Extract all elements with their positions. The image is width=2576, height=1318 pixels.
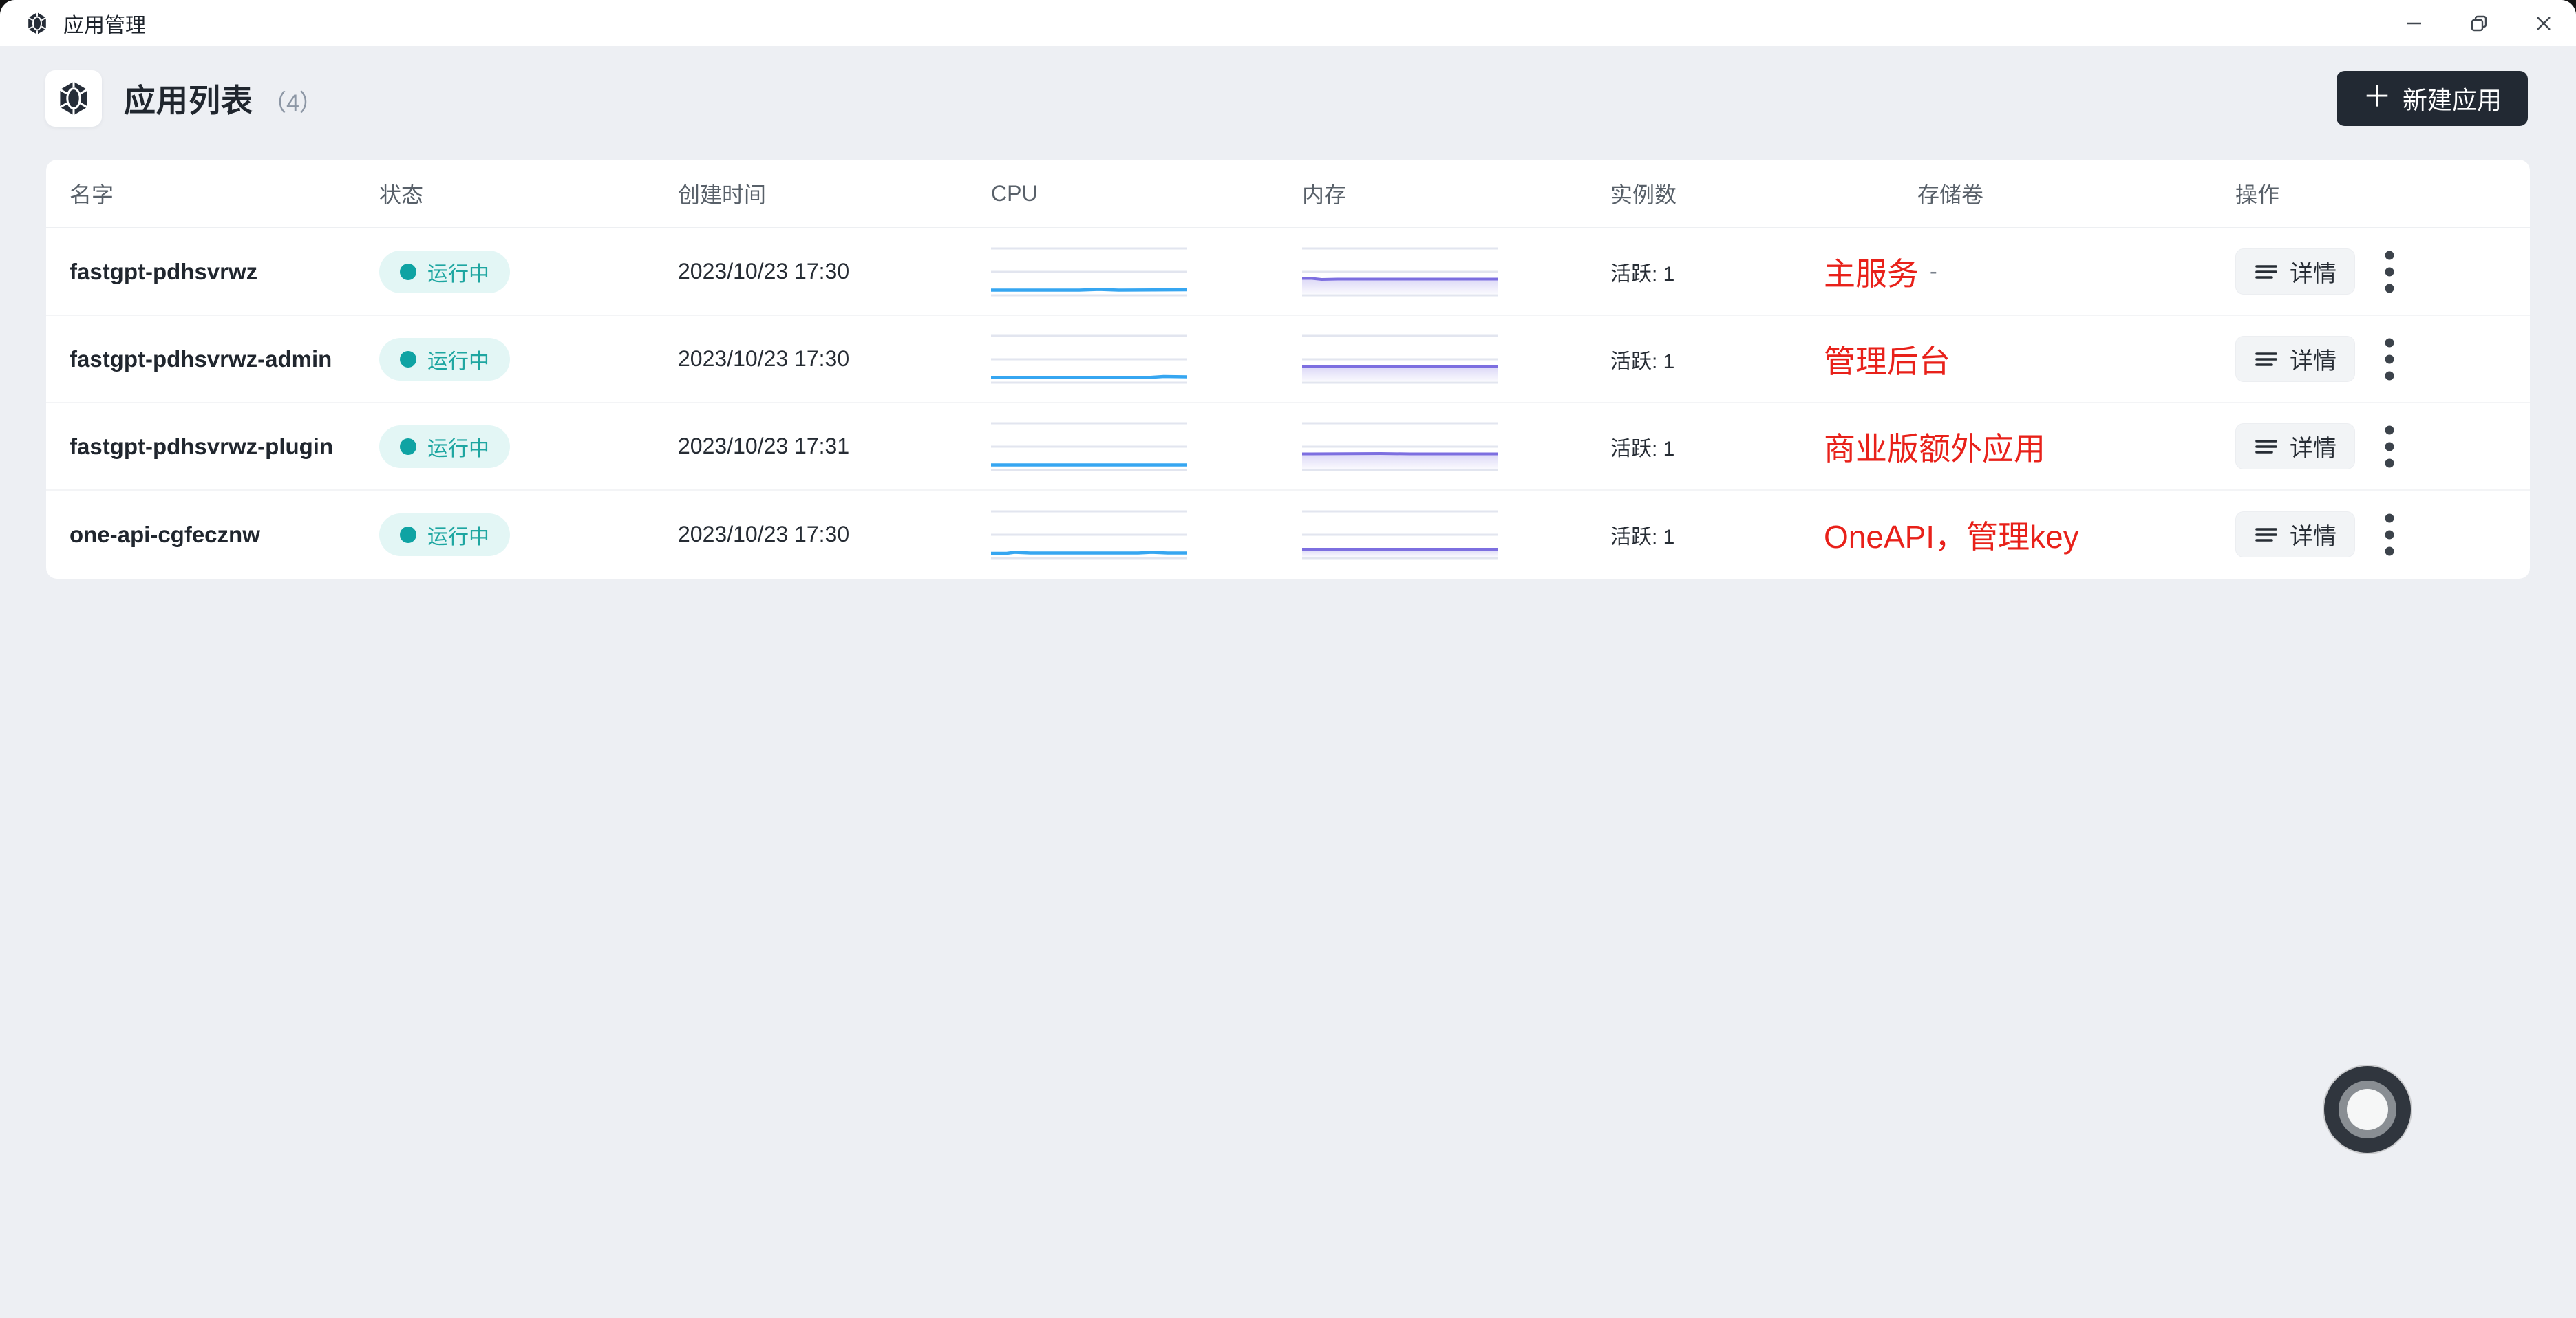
cursor-highlight-ring [2323, 1065, 2412, 1154]
created-time: 2023/10/23 17:30 [678, 522, 991, 547]
more-options-button[interactable] [2374, 244, 2405, 299]
table-row[interactable]: fastgpt-pdhsvrwz-admin 运行中 2023/10/23 17… [46, 316, 2530, 403]
status-label: 运行中 [427, 257, 489, 287]
window-title: 应用管理 [63, 8, 146, 39]
column-header-name: 名字 [70, 178, 379, 209]
app-list-icon [45, 70, 102, 127]
memory-sparkline [1302, 510, 1498, 560]
status-label: 运行中 [427, 520, 489, 550]
column-header-cpu: CPU [991, 181, 1302, 206]
red-annotation: 管理后台 [1824, 337, 1950, 382]
red-annotation: 主服务 [1824, 249, 1919, 295]
column-header-created: 创建时间 [678, 178, 991, 209]
cpu-sparkline [991, 510, 1187, 560]
app-count: （4） [263, 80, 323, 118]
status-dot-icon [400, 351, 416, 368]
actions-cell: 详情 [2235, 332, 2530, 387]
app-table: 名字 状态 创建时间 CPU 内存 实例数 存储卷 操作 fastgpt-pdh… [46, 160, 2530, 579]
cpu-sparkline [991, 422, 1187, 471]
created-time: 2023/10/23 17:31 [678, 434, 991, 459]
created-time: 2023/10/23 17:30 [678, 259, 991, 284]
status-badge: 运行中 [379, 251, 510, 293]
minimize-button[interactable] [2382, 0, 2447, 46]
window-controls [2382, 0, 2576, 46]
red-annotation: 商业版额外应用 [1824, 424, 2045, 469]
red-annotation: OneAPI，管理key [1824, 512, 2079, 557]
status-badge: 运行中 [379, 513, 510, 556]
column-header-memory: 内存 [1302, 178, 1610, 209]
app-logo-icon [26, 12, 48, 35]
table-row[interactable]: fastgpt-pdhsvrwz 运行中 2023/10/23 17:30 活跃… [46, 228, 2530, 316]
kebab-menu-icon [2384, 337, 2395, 382]
kebab-menu-icon [2384, 249, 2395, 295]
list-lines-icon [2254, 259, 2279, 284]
actions-cell: 详情 [2235, 507, 2530, 562]
column-header-actions: 操作 [2235, 178, 2530, 209]
page-title: 应用列表 [124, 76, 253, 121]
storage-volume-cell: 管理后台 [1917, 337, 2235, 382]
kebab-menu-icon [2384, 424, 2395, 469]
status-dot-icon [400, 264, 416, 280]
status-label: 运行中 [427, 344, 489, 374]
list-lines-icon [2254, 434, 2279, 459]
detail-button[interactable]: 详情 [2235, 336, 2355, 382]
status-badge: 运行中 [379, 338, 510, 381]
table-row[interactable]: fastgpt-pdhsvrwz-plugin 运行中 2023/10/23 1… [46, 403, 2530, 491]
table-header-row: 名字 状态 创建时间 CPU 内存 实例数 存储卷 操作 [46, 160, 2530, 228]
maximize-restore-button[interactable] [2447, 0, 2511, 46]
more-options-button[interactable] [2374, 507, 2405, 562]
storage-volume-cell: 商业版额外应用 [1917, 424, 2235, 469]
app-name: fastgpt-pdhsvrwz-admin [70, 346, 379, 372]
more-options-button[interactable] [2374, 332, 2405, 387]
more-options-button[interactable] [2374, 419, 2405, 474]
detail-button-label: 详情 [2290, 255, 2337, 288]
table-body: fastgpt-pdhsvrwz 运行中 2023/10/23 17:30 活跃… [46, 228, 2530, 578]
detail-button[interactable]: 详情 [2235, 511, 2355, 557]
status-badge: 运行中 [379, 425, 510, 468]
memory-sparkline [1302, 422, 1498, 471]
detail-button[interactable]: 详情 [2235, 248, 2355, 295]
status-label: 运行中 [427, 432, 489, 462]
created-time: 2023/10/23 17:30 [678, 346, 991, 372]
cpu-sparkline [991, 247, 1187, 297]
status-dot-icon [400, 438, 416, 455]
list-lines-icon [2254, 347, 2279, 372]
column-header-status: 状态 [379, 178, 678, 209]
column-header-storage: 存储卷 [1917, 178, 2235, 209]
detail-button[interactable]: 详情 [2235, 423, 2355, 469]
memory-sparkline [1302, 334, 1498, 384]
app-name: fastgpt-pdhsvrwz-plugin [70, 434, 379, 460]
kebab-menu-icon [2384, 512, 2395, 557]
detail-button-label: 详情 [2290, 429, 2337, 463]
close-button[interactable] [2511, 0, 2576, 46]
actions-cell: 详情 [2235, 244, 2530, 299]
titlebar: 应用管理 [0, 0, 2576, 46]
actions-cell: 详情 [2235, 419, 2530, 474]
new-app-button[interactable]: ＋ 新建应用 [2337, 71, 2528, 126]
column-header-instances: 实例数 [1610, 178, 1917, 209]
app-window: 应用管理 [0, 0, 2576, 1318]
storage-volume-cell: 主服务 - [1917, 249, 2235, 295]
status-dot-icon [400, 527, 416, 543]
app-name: one-api-cgfecznw [70, 522, 379, 548]
table-row[interactable]: one-api-cgfecznw 运行中 2023/10/23 17:30 活跃… [46, 491, 2530, 578]
new-app-button-label: 新建应用 [2403, 81, 2502, 116]
storage-volume-cell: OneAPI，管理key [1917, 512, 2235, 557]
plus-icon: ＋ [2363, 83, 2392, 114]
detail-button-label: 详情 [2290, 342, 2337, 376]
detail-button-label: 详情 [2290, 518, 2337, 551]
list-lines-icon [2254, 522, 2279, 547]
memory-sparkline [1302, 247, 1498, 297]
storage-volume-value: - [1930, 259, 1937, 284]
cpu-sparkline [991, 334, 1187, 384]
page-header: 应用列表 （4） [45, 70, 323, 127]
app-name: fastgpt-pdhsvrwz [70, 259, 379, 285]
